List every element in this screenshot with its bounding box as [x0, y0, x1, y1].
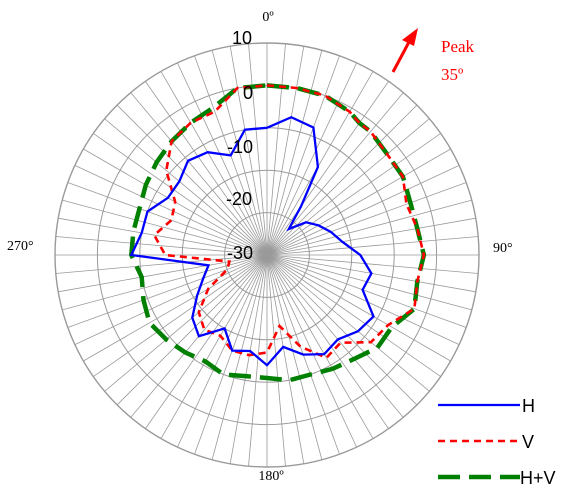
grid-spoke	[266, 254, 479, 274]
grid-spoke	[55, 254, 268, 274]
grid-spoke	[266, 133, 441, 256]
grid-spoke	[58, 217, 268, 256]
angle-label-0: 0º	[262, 10, 274, 25]
peak-label: Peak	[441, 37, 475, 56]
radial-tick-label: 10	[232, 28, 252, 48]
grid-spoke	[266, 199, 472, 256]
grid-spoke	[266, 254, 286, 467]
grid-spoke	[266, 254, 467, 328]
grid-spoke	[266, 254, 472, 311]
grid-spoke	[62, 254, 268, 311]
grid-spoke	[266, 254, 357, 448]
grid-spoke	[266, 50, 323, 256]
grid-spoke	[266, 236, 479, 256]
grid-spoke	[177, 62, 268, 256]
grid-spoke	[266, 254, 404, 418]
radial-tick-label: -20	[226, 189, 252, 209]
grid-spoke	[160, 254, 268, 439]
grid-spoke	[266, 165, 460, 256]
grid-spoke	[211, 50, 268, 256]
grid-spoke	[266, 118, 430, 256]
peak-arrow	[391, 41, 411, 73]
grid-spoke	[74, 165, 268, 256]
peak-arrowhead	[402, 28, 418, 46]
grid-spoke	[93, 254, 268, 377]
grid-spoke	[266, 104, 418, 256]
peak-annotation: Peak 35º	[391, 28, 475, 84]
series-line-v	[152, 84, 426, 360]
grid-spoke	[266, 254, 323, 460]
grid-spoke	[116, 254, 268, 406]
grid-spoke	[74, 254, 268, 345]
grid-spoke	[266, 43, 286, 256]
radial-tick-label: 0	[243, 83, 253, 103]
grid-spoke	[266, 254, 460, 345]
grid-spoke	[58, 254, 268, 293]
grid-spoke	[266, 46, 305, 256]
grid-spoke	[248, 43, 268, 256]
grid-spoke	[67, 254, 268, 328]
grid-spoke	[229, 254, 268, 464]
grid-spoke	[266, 55, 340, 256]
grid-spoke	[194, 254, 268, 455]
grid-spoke	[104, 118, 268, 256]
peak-angle-label: 35º	[441, 65, 463, 84]
legend: H V H+V	[438, 396, 556, 488]
grid-spoke	[67, 182, 268, 256]
angle-label-90: 90°	[493, 241, 513, 256]
angle-label-270: 270°	[7, 239, 34, 254]
series-layer	[129, 83, 427, 383]
series-line-hv	[129, 83, 427, 383]
grid-spoke	[93, 133, 268, 256]
grid-spoke	[266, 217, 476, 256]
grid-spoke	[266, 81, 389, 256]
polar-grid	[54, 42, 480, 468]
grid-spoke	[266, 254, 389, 429]
radial-tick-label: -30	[227, 243, 253, 263]
legend-label-v: V	[522, 432, 534, 452]
grid-spoke	[266, 182, 467, 256]
series-line-h	[129, 115, 375, 367]
grid-spoke	[62, 199, 268, 256]
grid-spoke	[145, 81, 268, 256]
radial-tick-labels: 10 0 -10 -20 -30	[226, 28, 253, 263]
grid-spoke	[266, 254, 441, 377]
grid-spoke	[160, 71, 268, 256]
grid-spoke	[104, 254, 268, 392]
grid-spoke	[229, 46, 268, 256]
grid-spoke	[266, 254, 451, 362]
grid-spoke	[55, 236, 268, 256]
grid-spoke	[266, 148, 451, 256]
grid-spoke	[211, 254, 268, 460]
grid-spoke	[266, 71, 374, 256]
grid-spoke	[145, 254, 268, 429]
radial-tick-label: -10	[227, 137, 253, 157]
grid-spoke	[266, 254, 430, 392]
grid-spoke	[130, 92, 268, 256]
legend-label-hv: H+V	[520, 468, 556, 488]
grid-spoke	[266, 254, 305, 464]
grid-spoke	[266, 62, 357, 256]
grid-spoke	[266, 254, 374, 439]
legend-label-h: H	[522, 396, 535, 416]
grid-spoke	[248, 254, 268, 467]
grid-spoke	[83, 254, 268, 362]
grid-spoke	[266, 254, 418, 406]
grid-spoke	[177, 254, 268, 448]
angle-label-180: 180º	[258, 469, 284, 484]
grid-spoke	[116, 104, 268, 256]
